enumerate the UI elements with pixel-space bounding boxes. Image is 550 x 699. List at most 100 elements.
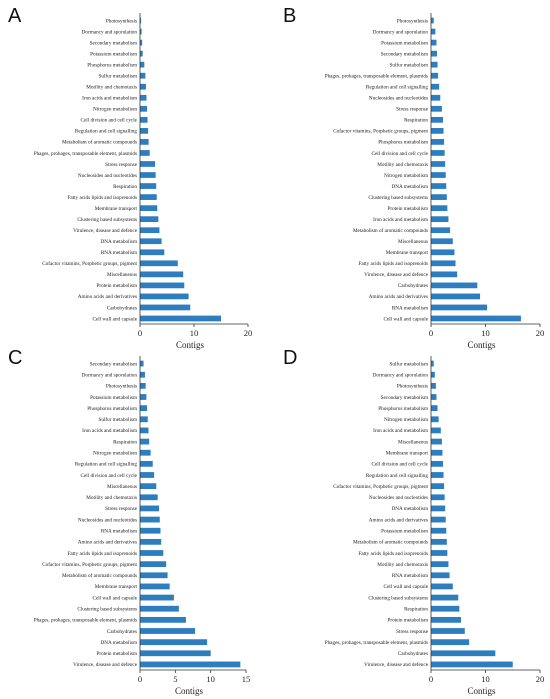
bar — [431, 527, 447, 534]
bar — [140, 371, 145, 378]
bar — [431, 116, 443, 123]
x-tick-label: 0 — [429, 328, 433, 338]
bar — [431, 405, 438, 412]
category-label: Membrane transport — [95, 584, 138, 590]
category-label: Iron acids and metabolism — [373, 217, 428, 223]
category-label: Cell division and cell cycle — [372, 462, 429, 468]
bar — [431, 427, 441, 434]
category-label: Fatty acids lipids and isoprenoids — [68, 195, 137, 201]
bar — [431, 150, 445, 156]
category-label: Dormancy and sporulation — [82, 29, 138, 35]
bar — [431, 172, 446, 178]
category-label: Potassium metabolism — [90, 395, 137, 401]
bar — [140, 382, 146, 389]
bar — [431, 572, 450, 579]
category-label: Secondary metabolism — [381, 51, 428, 57]
category-label: Nitrogen metabolism — [93, 107, 137, 113]
category-label: Nucleosides and nucleotides — [78, 517, 137, 523]
category-label: Potassium metabolism — [381, 40, 428, 46]
category-label: Protein metabolism — [388, 206, 429, 212]
bar — [140, 304, 191, 311]
category-label: Sulfur metabolism — [390, 360, 428, 367]
bar — [140, 616, 186, 623]
bar — [431, 315, 521, 322]
x-tick-label: 10 — [481, 674, 490, 684]
category-label: Metabolism of aromatic compounds — [353, 539, 428, 546]
bar — [140, 83, 146, 90]
category-label: Cofactor vitamins, Porphetic groups, pig… — [333, 483, 428, 490]
category-label: Amino acids and derivatives — [369, 294, 428, 300]
bar — [140, 483, 157, 490]
category-label: Respiration — [404, 607, 428, 613]
x-tick-label: 5 — [173, 674, 177, 684]
bar — [431, 550, 448, 556]
category-label: Membrane transport — [386, 250, 429, 256]
bar — [140, 116, 148, 123]
category-label: Phages, prohages, transposable element, … — [325, 74, 428, 80]
bar — [140, 315, 221, 322]
category-label: Phages, prohages, transposable element, … — [34, 618, 137, 624]
bar — [431, 494, 445, 501]
bar — [140, 260, 178, 267]
bar — [140, 494, 158, 501]
category-label: Metabolism of aromatic compounds — [353, 227, 428, 234]
category-label: Dormancy and sporulation — [373, 29, 429, 35]
category-label: RNA metabolism — [392, 305, 428, 311]
bar — [140, 628, 196, 634]
category-label: Regulation and cell signalling — [75, 462, 137, 468]
bar — [140, 271, 184, 278]
bar — [431, 282, 478, 289]
category-label: Dormancy and sporulation — [373, 373, 429, 379]
bar — [140, 183, 157, 189]
bar — [140, 449, 151, 456]
bar — [140, 293, 189, 300]
bar — [431, 293, 481, 300]
bar — [140, 583, 170, 590]
bar — [431, 382, 436, 389]
category-label: Dormancy and sporulation — [82, 373, 138, 379]
bar — [140, 527, 161, 534]
bar — [140, 105, 148, 112]
category-label: Photosynthesis — [397, 384, 428, 390]
bar — [140, 360, 144, 367]
panel-a: A Photosynthesis Dormancy and sporulation S… — [8, 5, 252, 350]
bar — [431, 61, 438, 68]
category-label: Motility and chemotaxis — [86, 85, 137, 91]
bar — [431, 105, 442, 112]
bar — [431, 271, 458, 278]
category-label: Clustering based subsystems — [368, 195, 428, 201]
bar — [431, 483, 445, 490]
category-label: Phosphorus metabolism — [87, 406, 137, 412]
bar — [431, 139, 445, 145]
bar — [140, 427, 149, 434]
category-label: Virulence, disease and defence — [364, 661, 429, 668]
bar — [431, 39, 437, 46]
bar — [431, 460, 443, 467]
category-label: Membrane transport — [386, 451, 429, 457]
category-label: DNA metabolism — [101, 640, 137, 646]
bar — [140, 28, 142, 35]
x-tick-label: 10 — [206, 674, 215, 684]
bar — [140, 39, 143, 46]
bar — [140, 594, 174, 601]
bar — [140, 505, 160, 512]
bar — [140, 128, 149, 134]
category-label: DNA metabolism — [392, 506, 428, 512]
bar — [140, 61, 145, 68]
bar — [431, 183, 447, 189]
bar — [140, 172, 156, 178]
category-label: Iron acids and metabolism — [373, 428, 428, 434]
bar — [140, 650, 211, 657]
category-label: Protein metabolism — [97, 651, 138, 657]
category-label: Membrane transport — [95, 206, 138, 212]
bar — [140, 405, 148, 412]
bar — [431, 161, 446, 167]
category-label: Virulence, disease and defence — [73, 661, 138, 668]
bar — [140, 238, 162, 245]
bar — [431, 650, 496, 657]
bar — [431, 449, 443, 456]
category-label: Carbohydrates — [107, 629, 137, 635]
panel-c: C Secondary metabolism Dormancy and sporul… — [8, 347, 250, 696]
category-label: Nucleosides and nucleotides — [78, 173, 137, 179]
category-label: Cofactor vitamins, Porphetic groups, pig… — [42, 260, 137, 267]
